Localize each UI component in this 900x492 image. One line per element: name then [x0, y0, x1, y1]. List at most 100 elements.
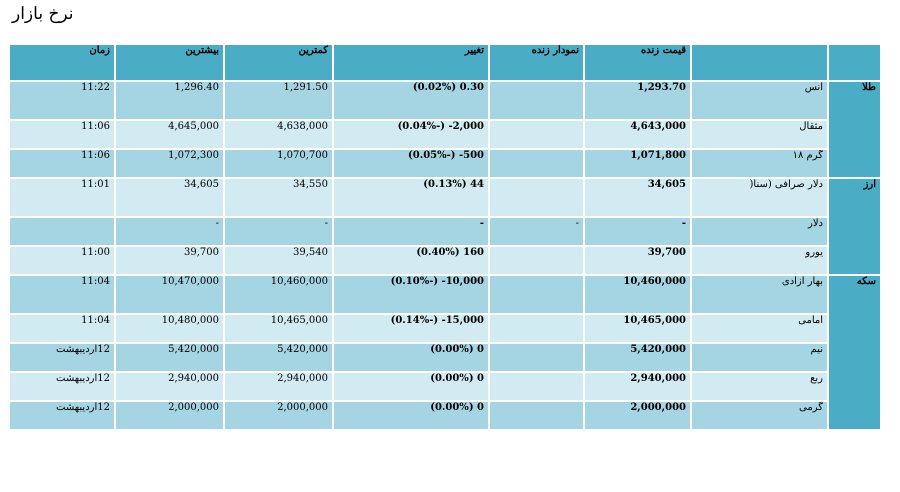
low-cell: 2,940,000: [223, 371, 334, 402]
header-name: [690, 43, 829, 82]
high-cell: 1,072,300: [114, 148, 225, 179]
low-cell: 10,460,000: [223, 274, 334, 315]
item-name-cell: دلار: [690, 216, 829, 247]
time-cell: [8, 216, 116, 247]
live-chart-cell: [488, 313, 585, 344]
group-label-cell: ارز: [827, 177, 882, 276]
live-chart-cell: -: [488, 216, 585, 247]
header-time: زمان: [8, 43, 116, 82]
low-cell: 34,550: [223, 177, 334, 218]
high-cell: 10,470,000: [114, 274, 225, 315]
low-cell: 1,070,700: [223, 148, 334, 179]
header-change: تغییر: [332, 43, 490, 82]
header-high: بیشترین: [114, 43, 225, 82]
low-cell: 10,465,000: [223, 313, 334, 344]
live-chart-cell: [488, 80, 585, 121]
live-chart-cell: [488, 342, 585, 373]
change-cell: 0 (0.00%): [332, 342, 490, 373]
item-name-cell: انس: [690, 80, 829, 121]
group-label-cell: طلا: [827, 80, 882, 179]
item-name-cell: مثقال: [690, 119, 829, 150]
low-cell: 2,000,000: [223, 400, 334, 431]
time-cell: 12اردیبهشت: [8, 400, 116, 431]
table-header-row: زمان بیشترین کمترین تغییر نمودار زنده قی…: [8, 43, 882, 82]
table-row: 12اردیبهشت 2,000,000 2,000,000 0 (0.00%) 2,0…: [8, 400, 881, 431]
header-low: کمترین: [223, 43, 334, 82]
high-cell: 2,000,000: [114, 400, 225, 431]
live-price-cell: -: [583, 216, 692, 247]
change-cell: -: [332, 216, 490, 247]
high-cell: 39,700: [114, 245, 225, 276]
live-chart-cell: [488, 177, 585, 218]
time-cell: 12اردیبهشت: [8, 371, 116, 402]
change-cell: 0 (0.00%): [332, 400, 490, 431]
live-price-cell: 1,071,800: [583, 148, 692, 179]
page-title: نرخ بازار: [12, 4, 74, 24]
high-cell: 4,645,000: [114, 119, 225, 150]
live-price-cell: 34,605: [583, 177, 692, 218]
live-price-cell: 5,420,000: [583, 342, 692, 373]
table-row: 11:04 10,470,000 10,460,000 10,000- (-0.10%…: [8, 274, 882, 431]
item-name-cell: گرم ۱۸: [690, 148, 829, 179]
high-cell: 5,420,000: [114, 342, 225, 373]
live-chart-cell: [488, 371, 585, 402]
table-row: 12اردیبهشت 2,940,000 2,940,000 0 (0.00%) 2,9…: [8, 371, 881, 402]
table-row: 11:04 10,480,000 10,465,000 15,000- (-0.14%…: [8, 313, 881, 344]
time-cell: 11:00: [8, 245, 116, 276]
live-chart-cell: [488, 245, 585, 276]
change-cell: 44 (0.13%): [332, 177, 490, 218]
time-cell: 12اردیبهشت: [8, 342, 116, 373]
live-price-cell: 2,940,000: [583, 371, 692, 402]
live-price-cell: 39,700: [583, 245, 692, 276]
time-cell: 11:06: [8, 119, 116, 150]
low-cell: -: [223, 216, 334, 247]
live-chart-cell: [488, 274, 585, 315]
change-cell: 2,000- (-0.04%): [332, 119, 490, 150]
time-cell: 11:06: [8, 148, 116, 179]
market-rates-table: زمان بیشترین کمترین تغییر نمودار زنده قی…: [8, 43, 882, 431]
item-name-cell: دلار صرافی (سنا(: [690, 177, 829, 218]
table-row: 11:22 1,296.40 1,291.50 0.30 (0.02%) 1,293.7…: [8, 80, 882, 179]
time-cell: 11:22: [8, 80, 116, 121]
low-cell: 39,540: [223, 245, 334, 276]
table-row: 11:00 39,700 39,540 160 (0.40%) 39,700 یورو: [8, 245, 881, 276]
live-price-cell: 4,643,000: [583, 119, 692, 150]
live-price-cell: 10,465,000: [583, 313, 692, 344]
time-cell: 11:01: [8, 177, 116, 218]
live-chart-cell: [488, 400, 585, 431]
table-row: 11:01 34,605 34,550 44 (0.13%) 34,605 دلار صر…: [8, 177, 882, 276]
change-cell: 160 (0.40%): [332, 245, 490, 276]
change-cell: 15,000- (-0.14%): [332, 313, 490, 344]
item-name-cell: یورو: [690, 245, 829, 276]
table-row: 11:06 1,072,300 1,070,700 500- (-0.05%) 1,07…: [8, 148, 881, 179]
header-group: [827, 43, 882, 82]
header-live-price: قیمت زنده: [583, 43, 692, 82]
high-cell: 10,480,000: [114, 313, 225, 344]
table-body: 11:22 1,296.40 1,291.50 0.30 (0.02%) 1,293.7…: [8, 80, 882, 431]
high-cell: 1,296.40: [114, 80, 225, 121]
change-cell: 0 (0.00%): [332, 371, 490, 402]
low-cell: 4,638,000: [223, 119, 334, 150]
time-cell: 11:04: [8, 313, 116, 344]
live-price-cell: 2,000,000: [583, 400, 692, 431]
header-live-chart: نمودار زنده: [488, 43, 585, 82]
table-row: 12اردیبهشت 5,420,000 5,420,000 0 (0.00%) 5,4…: [8, 342, 881, 373]
live-price-cell: 10,460,000: [583, 274, 692, 315]
time-cell: 11:04: [8, 274, 116, 315]
change-cell: 0.30 (0.02%): [332, 80, 490, 121]
table-row: - - - - - دلار: [8, 216, 881, 247]
low-cell: 5,420,000: [223, 342, 334, 373]
table-row: 11:06 4,645,000 4,638,000 2,000- (-0.04%) 4,…: [8, 119, 881, 150]
change-cell: 10,000- (-0.10%): [332, 274, 490, 315]
group-label-cell: سکه: [827, 274, 882, 431]
low-cell: 1,291.50: [223, 80, 334, 121]
item-name-cell: بهار آزادی: [690, 274, 829, 315]
high-cell: 2,940,000: [114, 371, 225, 402]
live-chart-cell: [488, 119, 585, 150]
item-name-cell: امامی: [690, 313, 829, 344]
live-price-cell: 1,293.70: [583, 80, 692, 121]
item-name-cell: نیم: [690, 342, 829, 373]
change-cell: 500- (-0.05%): [332, 148, 490, 179]
high-cell: -: [114, 216, 225, 247]
item-name-cell: ربع: [690, 371, 829, 402]
